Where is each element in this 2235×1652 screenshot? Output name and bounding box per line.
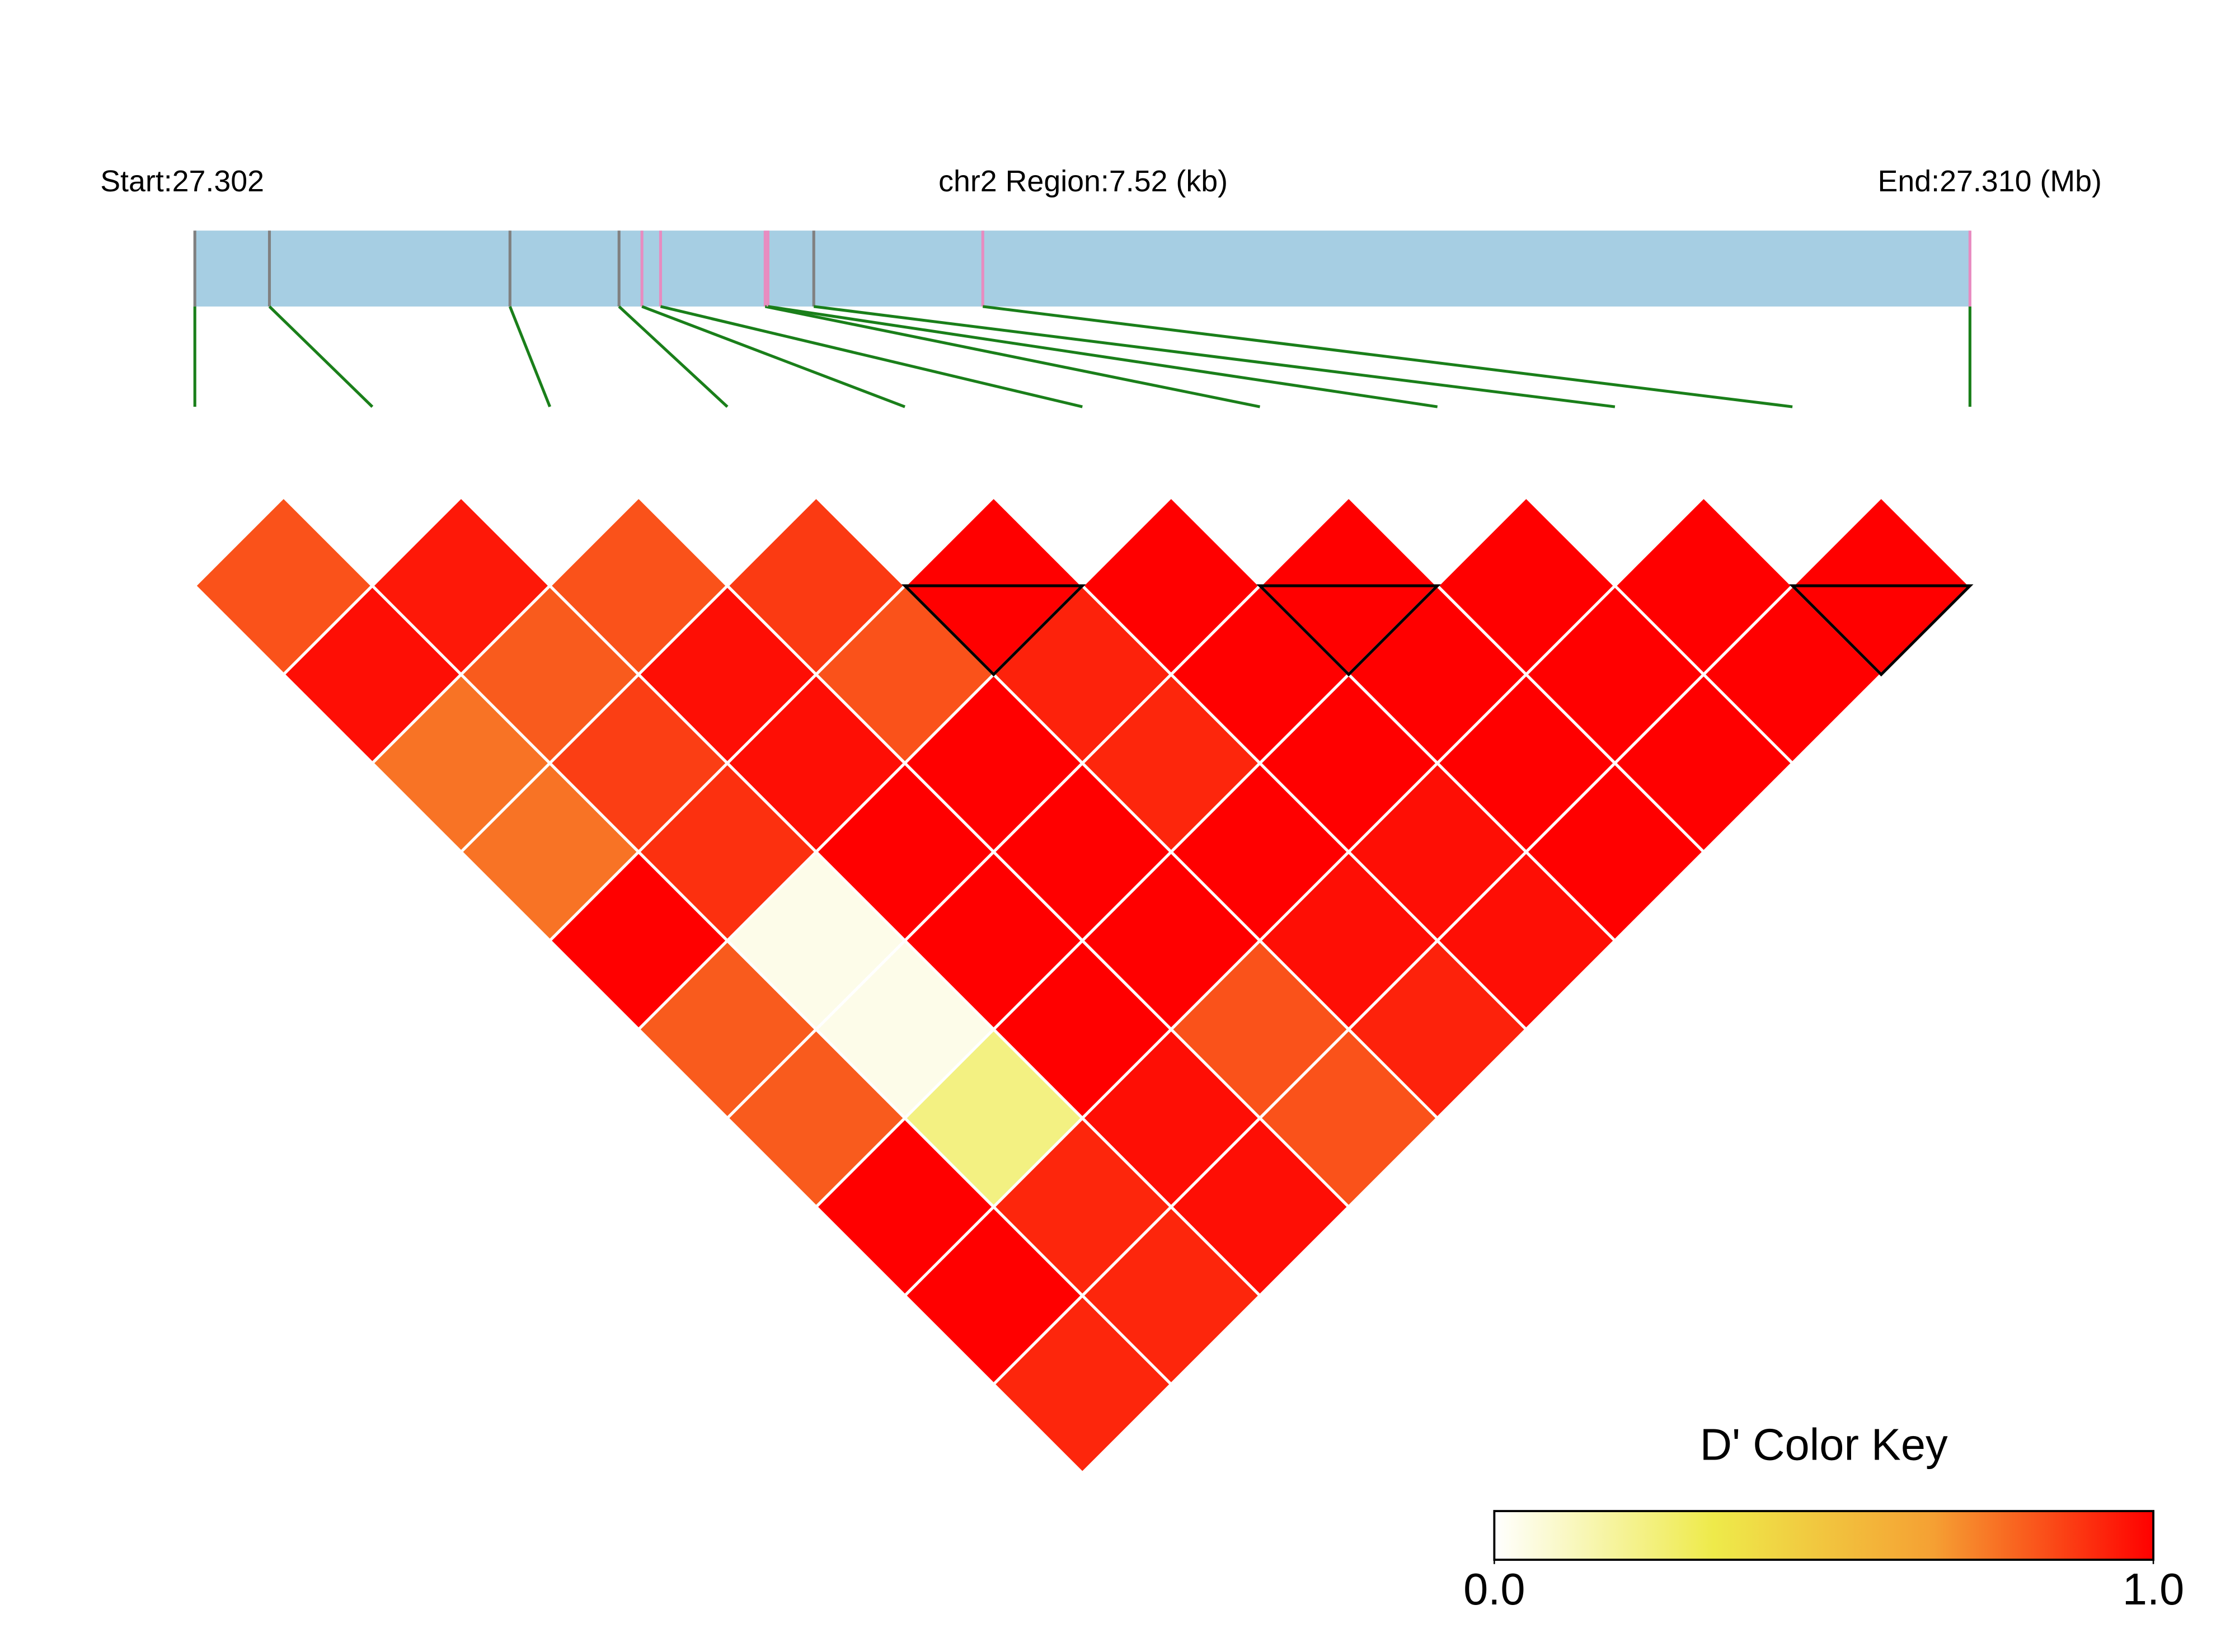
snp-connector (268, 305, 374, 408)
start-label: Start:27.302 (100, 164, 264, 198)
snp-connector (641, 305, 905, 408)
snp-connector (660, 305, 1083, 408)
snp-connector (764, 305, 1260, 408)
snp-connector (982, 305, 1793, 408)
color-key-title: D' Color Key (1700, 1419, 1948, 1469)
snp-connector (508, 305, 552, 408)
end-label: End:27.310 (Mb) (1878, 164, 2102, 198)
ld-block (1788, 584, 1974, 677)
ld-block (1256, 584, 1441, 677)
color-key-tick-label: 0.0 (1463, 1564, 1525, 1614)
color-key (1493, 1510, 2154, 1561)
region-label: chr2 Region:7.52 (kb) (938, 164, 1228, 198)
color-key-tick-label: 1.0 (2123, 1564, 2184, 1614)
snp-connector (813, 305, 1616, 408)
region-bar (195, 230, 1970, 307)
snp-connector (618, 305, 729, 408)
snp-connector (768, 305, 1438, 408)
ld-block (901, 584, 1086, 677)
